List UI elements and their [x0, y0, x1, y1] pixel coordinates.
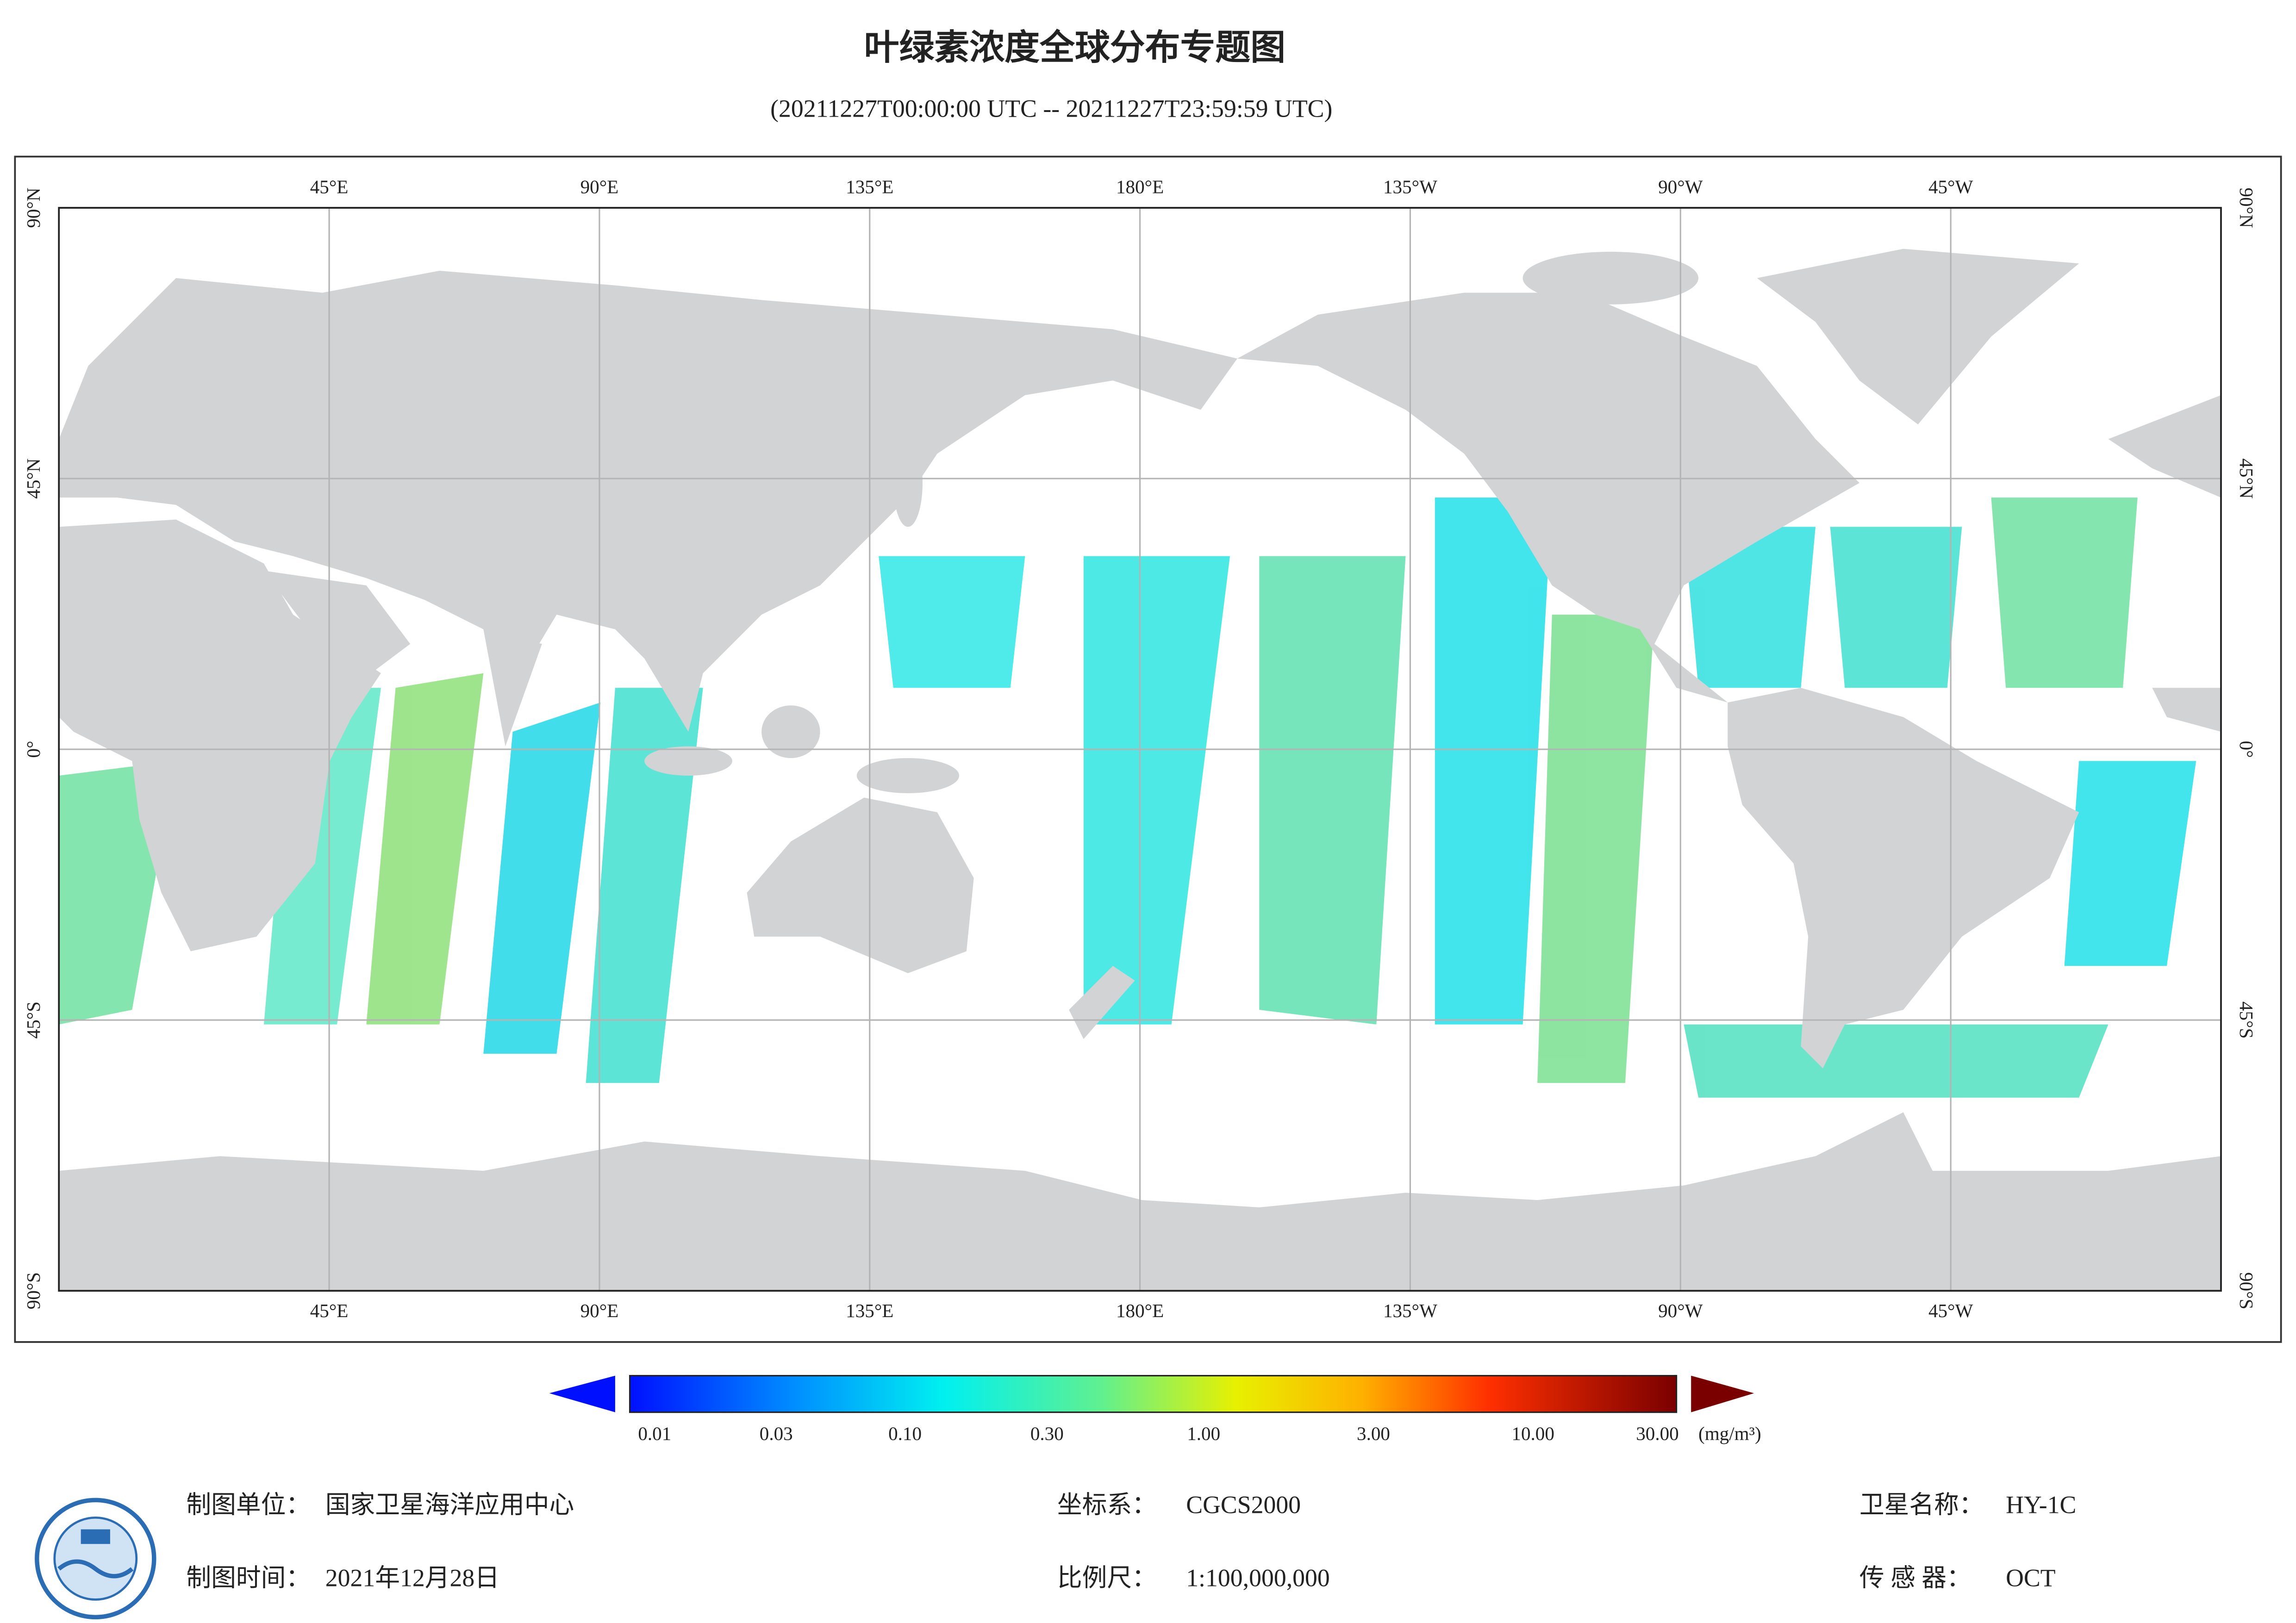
latitude-label: 45°N — [23, 458, 44, 498]
footer-label: 制图单位： — [186, 1491, 311, 1519]
logo-satellite — [81, 1529, 110, 1544]
swath — [586, 688, 703, 1083]
latitude-label: 45°S — [23, 1001, 44, 1038]
footer-label: 比例尺： — [1057, 1564, 1157, 1592]
footer-label: 传 感 器： — [1859, 1564, 1972, 1592]
longitude-label: 45°W — [1928, 176, 1973, 197]
footer-value: 国家卫星海洋应用中心 — [325, 1491, 574, 1519]
swath — [1684, 1024, 2109, 1098]
footer-label: 制图时间： — [186, 1564, 311, 1592]
longitude-label: 90°E — [580, 176, 619, 197]
india — [483, 629, 542, 746]
borneo — [761, 705, 820, 759]
swath — [1083, 556, 1230, 1025]
colorbar-unit: (mg/m³) — [1698, 1423, 1761, 1445]
swath — [879, 556, 1025, 688]
colorbar-ticks: 0.01 0.03 0.10 0.30 1.00 3.00 10.00 30.00 — [638, 1423, 1678, 1444]
latitude-label: 90°N — [23, 187, 44, 228]
footer-value: 2021年12月28日 — [325, 1564, 499, 1592]
longitude-label: 45°E — [310, 176, 349, 197]
colorbar-tick-label: 3.00 — [1357, 1423, 1390, 1444]
longitude-label: 45°W — [1928, 1300, 1973, 1321]
africa — [59, 519, 381, 951]
north-america — [1237, 292, 1859, 703]
europe-west — [2108, 395, 2221, 498]
south-america — [1728, 688, 2079, 1069]
logo — [35, 1498, 156, 1620]
swath — [1991, 497, 2138, 688]
swath — [366, 673, 484, 1025]
arabia — [263, 571, 411, 688]
colorbar-tick-label: 0.01 — [638, 1423, 671, 1444]
latitude-label: 45°S — [2236, 1001, 2257, 1038]
colorbar-low-arrow — [549, 1375, 615, 1412]
colorbar-tick-label: 0.30 — [1030, 1423, 1064, 1444]
colorbar-tick-label: 10.00 — [1511, 1423, 1554, 1444]
longitude-label: 90°E — [580, 1300, 619, 1321]
latitude-label: 90°S — [23, 1272, 44, 1309]
latitude-label: 0° — [2236, 741, 2257, 758]
colorbar-high-arrow — [1691, 1375, 1754, 1412]
new-zealand — [1069, 966, 1135, 1039]
footer-value: HY-1C — [2006, 1491, 2076, 1519]
latitude-label: 90°S — [2236, 1272, 2257, 1309]
longitude-label: 90°W — [1658, 1300, 1703, 1321]
latitude-label: 90°N — [2236, 187, 2257, 228]
latitude-label: 0° — [23, 741, 44, 758]
logo-globe — [53, 1516, 138, 1601]
coordinate-labels: 45°E 45°E 90°E 90°E 135°E 135°E 180°E 180°E 135°… — [23, 176, 2257, 1321]
australia — [747, 797, 974, 973]
swath — [1537, 615, 1655, 1083]
arctic-islands — [1522, 251, 1699, 305]
longitude-label: 135°W — [1383, 1300, 1437, 1321]
longitude-label: 135°W — [1383, 176, 1437, 197]
swath — [1435, 497, 1552, 1025]
longitude-label: 135°E — [846, 176, 893, 197]
africa-west — [2152, 688, 2221, 732]
map-title: 叶绿素浓度全球分布专题图 — [864, 27, 1286, 68]
footer-label: 卫星名称： — [1859, 1491, 1984, 1519]
map-area — [59, 208, 2221, 1291]
colorbar — [629, 1374, 1678, 1413]
map-subtitle: (20211227T00:00:00 UTC -- 20211227T23:59… — [770, 95, 1332, 123]
longitude-label: 180°E — [1116, 1300, 1164, 1321]
greenland — [1757, 249, 2079, 425]
colorbar-tick-label: 0.03 — [760, 1423, 793, 1444]
colorbar-tick-label: 0.10 — [888, 1423, 922, 1444]
colorbar-tick-label: 30.00 — [1636, 1423, 1678, 1444]
longitude-label: 90°W — [1658, 176, 1703, 197]
eurasia — [59, 271, 1237, 732]
logo-wave — [57, 1559, 134, 1579]
colorbar-tick-label: 1.00 — [1187, 1423, 1220, 1444]
map-border — [58, 207, 2222, 1292]
longitude-label: 180°E — [1116, 176, 1164, 197]
footer-value: OCT — [2006, 1564, 2056, 1592]
longitude-label: 135°E — [846, 1300, 893, 1321]
footer-value: CGCS2000 — [1186, 1491, 1301, 1519]
longitude-label: 45°E — [310, 1300, 349, 1321]
swath — [2064, 761, 2196, 966]
new-guinea — [856, 758, 960, 793]
swath — [1830, 527, 1962, 688]
graticule — [59, 208, 2221, 1291]
swath — [483, 702, 601, 1054]
japan — [893, 439, 923, 527]
map-frame — [14, 155, 2282, 1343]
chlorophyll-swaths — [59, 497, 2196, 1098]
swath — [1684, 527, 1816, 688]
swath — [1259, 556, 1406, 1025]
sumatra — [644, 746, 732, 776]
footer-label: 坐标系： — [1057, 1491, 1157, 1519]
latitude-label: 45°N — [2236, 458, 2257, 498]
footer-value: 1:100,000,000 — [1186, 1564, 1330, 1592]
